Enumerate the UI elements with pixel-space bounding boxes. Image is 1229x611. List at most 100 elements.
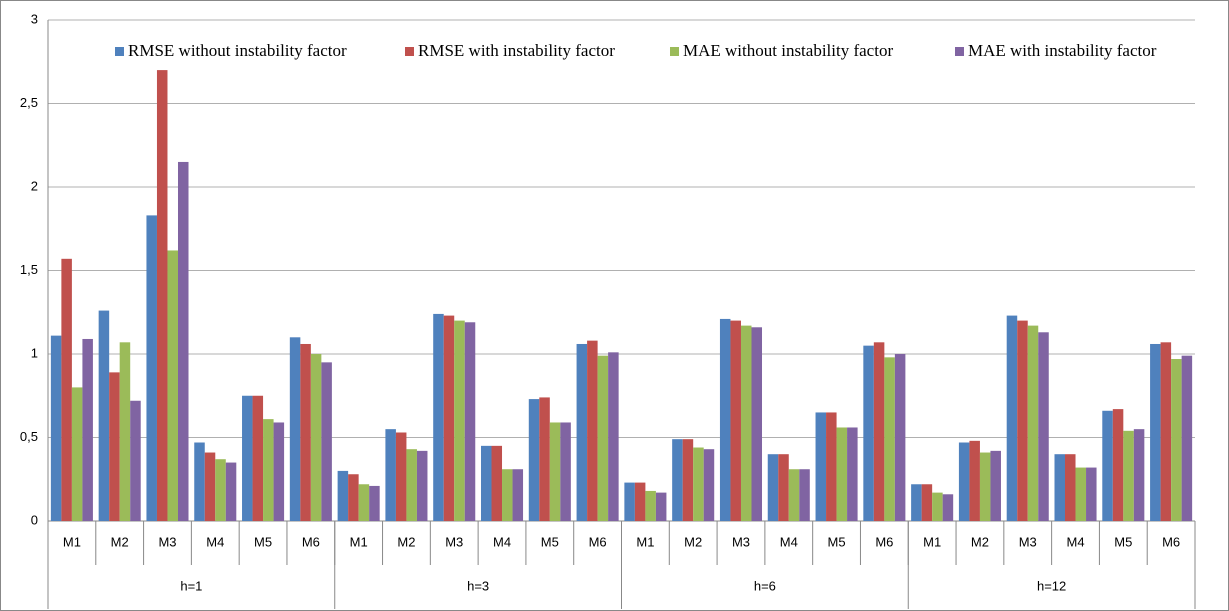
- bar: [1038, 332, 1049, 521]
- group-label: h=1: [180, 578, 202, 593]
- bar: [693, 447, 704, 521]
- y-tick-label: 3: [31, 11, 38, 26]
- bar: [443, 315, 455, 521]
- bar: [1150, 343, 1161, 521]
- bar: [369, 485, 380, 521]
- bar: [608, 352, 619, 521]
- bar: [894, 354, 906, 521]
- legend-swatch: [405, 47, 414, 56]
- bar: [310, 354, 322, 521]
- x-tick-label: M3: [1019, 534, 1037, 549]
- bar: [1086, 467, 1097, 521]
- bar: [815, 412, 827, 521]
- legend-swatch: [670, 47, 679, 56]
- bar: [847, 427, 858, 521]
- bar: [826, 412, 837, 521]
- bar: [167, 250, 178, 521]
- bar: [273, 422, 285, 521]
- bar: [61, 258, 72, 521]
- bar: [873, 342, 885, 521]
- bar: [655, 492, 667, 521]
- bar: [109, 372, 120, 521]
- bar: [252, 395, 264, 521]
- bar: [491, 445, 503, 521]
- bar: [958, 442, 970, 521]
- x-tick-label: M4: [1066, 534, 1084, 549]
- bar: [730, 320, 741, 521]
- bar: [1160, 342, 1172, 521]
- bar: [82, 338, 93, 521]
- bar: [433, 313, 444, 521]
- legend-swatch: [955, 47, 964, 56]
- bar: [863, 345, 874, 521]
- y-tick-label: 1: [31, 345, 38, 360]
- y-tick-label: 0: [31, 512, 38, 527]
- x-tick-label: M1: [923, 534, 941, 549]
- x-tick-label: M6: [589, 534, 607, 549]
- legend-label: RMSE with instability factor: [418, 41, 615, 60]
- bar: [263, 419, 274, 521]
- x-tick-label: M2: [111, 534, 129, 549]
- group-label: h=6: [754, 578, 776, 593]
- bar: [98, 310, 110, 521]
- bar: [624, 482, 635, 521]
- bar: [480, 445, 492, 521]
- x-tick-label: M1: [350, 534, 368, 549]
- x-tick-label: M6: [875, 534, 893, 549]
- x-tick-label: M4: [780, 534, 798, 549]
- bar: [682, 439, 694, 521]
- bar: [942, 494, 954, 521]
- bar: [194, 442, 205, 521]
- bar: [921, 484, 933, 521]
- bar: [146, 215, 157, 521]
- bar: [502, 469, 513, 521]
- bar: [215, 459, 226, 521]
- bar: [587, 340, 598, 521]
- x-tick-label: M3: [445, 534, 463, 549]
- x-tick-label: M6: [1162, 534, 1180, 549]
- bar: [703, 449, 715, 521]
- bar: [156, 70, 168, 521]
- bar: [225, 462, 237, 521]
- bar: [348, 474, 359, 521]
- x-tick-label: M3: [732, 534, 750, 549]
- group-label: h=3: [467, 578, 489, 593]
- x-tick-label: M3: [158, 534, 176, 549]
- bar: [576, 343, 588, 521]
- bar: [884, 357, 895, 521]
- bar: [969, 440, 980, 521]
- bar: [300, 343, 311, 521]
- bar: [1017, 320, 1028, 521]
- bar: [788, 469, 800, 521]
- bar: [549, 422, 561, 521]
- bar: [932, 492, 943, 521]
- x-tick-label: M2: [397, 534, 415, 549]
- x-tick-label: M2: [684, 534, 702, 549]
- bar: [634, 482, 646, 521]
- bar: [119, 342, 131, 521]
- x-tick-label: M2: [971, 534, 989, 549]
- y-tick-label: 2: [31, 178, 38, 193]
- bar: [672, 439, 683, 521]
- bar: [597, 355, 609, 521]
- x-tick-label: M5: [254, 534, 272, 549]
- bar: [321, 362, 332, 521]
- bar: [645, 490, 656, 521]
- bar: [1075, 467, 1087, 521]
- bar: [358, 484, 370, 521]
- bar: [990, 450, 1001, 521]
- bar: [289, 337, 301, 521]
- bar: [740, 325, 752, 521]
- bar: [385, 429, 396, 521]
- bar: [560, 422, 571, 521]
- bar: [1133, 429, 1145, 521]
- bar: [719, 318, 731, 521]
- bar: [406, 449, 417, 521]
- bar: [836, 427, 848, 521]
- bar: [177, 161, 189, 521]
- bar: [528, 399, 540, 521]
- bar: [539, 397, 550, 521]
- bar: [799, 469, 810, 521]
